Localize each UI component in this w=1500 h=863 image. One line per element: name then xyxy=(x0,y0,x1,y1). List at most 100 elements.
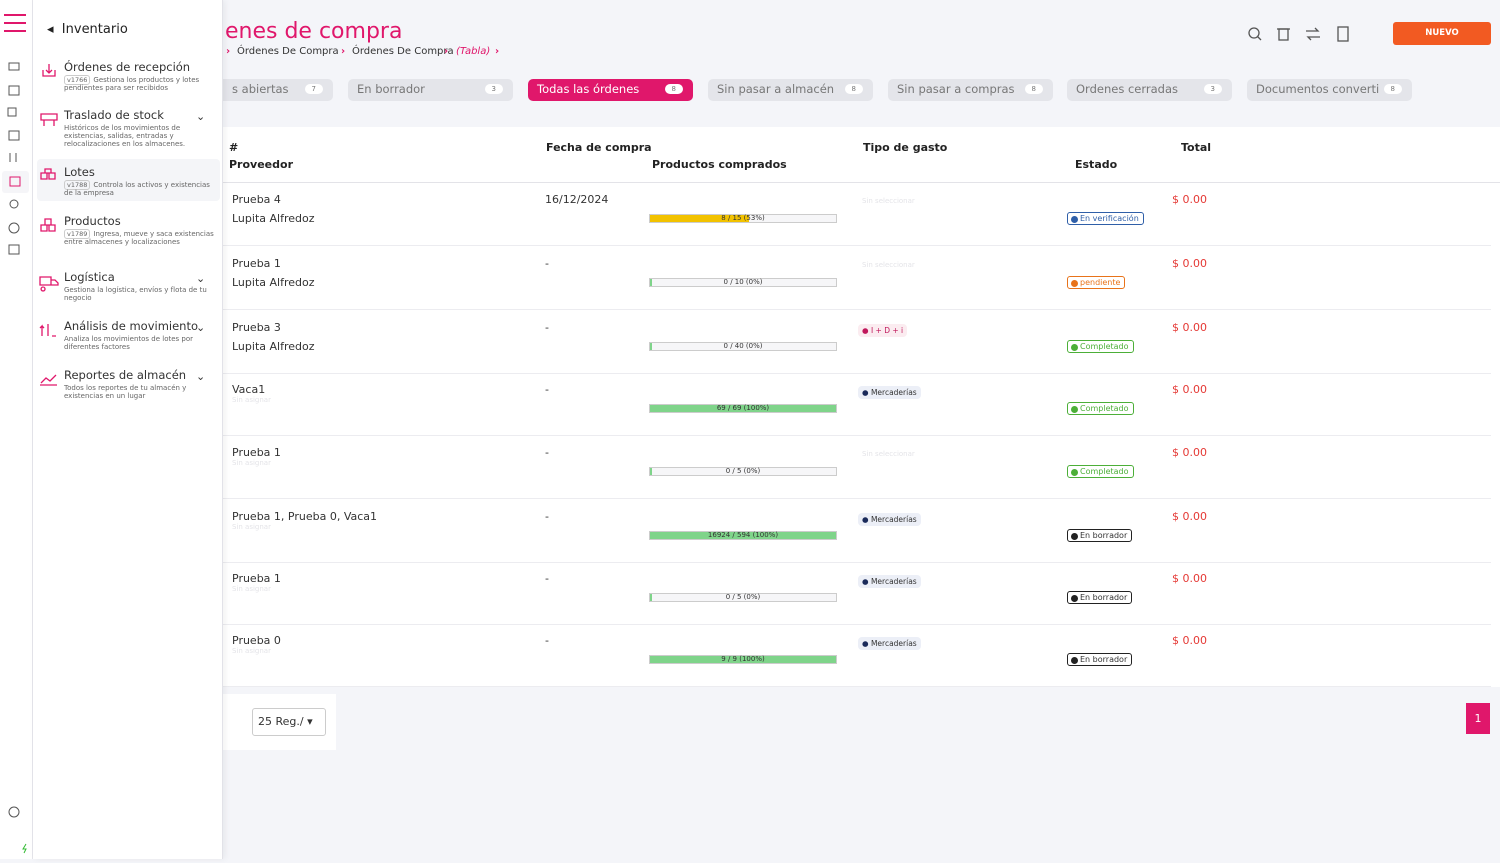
filter-tab[interactable]: Ordenes cerradas 3 xyxy=(1067,79,1232,101)
expense-text: Mercaderías xyxy=(870,515,917,524)
progress-label: 0 / 10 (0%) xyxy=(723,278,763,286)
version-badge: v1788 xyxy=(64,180,91,190)
filter-tab[interactable]: Sin pasar a compras 8 xyxy=(888,79,1053,101)
expand-chevron[interactable]: ⌄ xyxy=(196,110,206,123)
tab-count: 8 xyxy=(1024,84,1043,94)
row-name[interactable]: Prueba 0 xyxy=(232,634,281,647)
item-description: Históricos de los movimientos de existen… xyxy=(64,124,216,148)
row-total: $ 0.00 xyxy=(1172,257,1207,270)
filter-tab[interactable]: Todas las órdenes 8 xyxy=(528,79,693,101)
row-date: - xyxy=(545,383,549,396)
status-dot xyxy=(1071,595,1078,602)
row-divider xyxy=(223,498,1491,499)
row-divider xyxy=(223,435,1491,436)
progress-label: 16924 / 594 (100%) xyxy=(707,531,779,539)
expense-empty: Sin seleccionar xyxy=(862,261,915,269)
breadcrumb-sep: › xyxy=(495,46,500,57)
status-badge: En borrador xyxy=(1067,529,1133,542)
drawer-header[interactable]: ◂ Inventario xyxy=(47,22,128,37)
expand-chevron[interactable]: ⌄ xyxy=(196,321,206,334)
row-date: - xyxy=(545,510,549,523)
row-name[interactable]: Vaca1 xyxy=(232,383,266,396)
tab-label: En borrador xyxy=(357,82,425,96)
progress-label: 9 / 9 (100%) xyxy=(721,655,765,663)
progress-bar xyxy=(649,467,837,476)
row-date: - xyxy=(545,446,549,459)
progress-fill xyxy=(650,656,836,663)
row-name[interactable]: Prueba 1 xyxy=(232,257,281,270)
column-header: Estado xyxy=(1075,158,1118,171)
per-page-select[interactable]: 25 Reg./ ▾ xyxy=(252,708,326,736)
row-divider xyxy=(223,245,1491,246)
expense-pill: ● Mercaderías xyxy=(858,575,921,588)
filter-tab[interactable]: Sin pasar a almacén 8 xyxy=(708,79,873,101)
item-title[interactable]: Órdenes de recepción xyxy=(64,60,191,74)
per-page: 25 Reg./ xyxy=(258,715,304,728)
status-dot xyxy=(1071,344,1078,351)
tab-count: 8 xyxy=(1383,84,1402,94)
status-badge: Completado xyxy=(1067,340,1134,353)
item-title[interactable]: Lotes xyxy=(64,165,95,179)
item-title[interactable]: Reportes de almacén xyxy=(64,368,187,382)
description-text: Históricos de los movimientos de existen… xyxy=(64,124,186,148)
row-date: 16/12/2024 xyxy=(545,193,609,206)
progress-bar xyxy=(649,214,837,223)
tab-label: Sin pasar a compras xyxy=(897,82,1015,96)
status-badge: En borrador xyxy=(1067,591,1133,604)
breadcrumb-item[interactable]: Órdenes De Compra xyxy=(352,46,454,57)
row-name[interactable]: Prueba 3 xyxy=(232,321,281,334)
item-title[interactable]: Logística xyxy=(64,270,115,284)
item-title[interactable]: Análisis de movimiento xyxy=(64,319,199,333)
expense-empty: Sin seleccionar xyxy=(862,450,915,458)
status-badge: Completado xyxy=(1067,402,1134,415)
row-provider: Sin asignar xyxy=(232,396,271,404)
expand-chevron[interactable]: ⌄ xyxy=(196,370,206,383)
expense-pill: ● Mercaderías xyxy=(858,386,921,399)
progress-fill xyxy=(650,405,836,412)
item-description: v1766 Gestiona los productos y lotes pend… xyxy=(64,75,216,92)
item-title[interactable]: Traslado de stock xyxy=(64,108,164,122)
row-divider xyxy=(223,624,1491,625)
row-name[interactable]: Prueba 1 xyxy=(232,572,281,585)
page-button[interactable]: 1 xyxy=(1466,703,1490,734)
header-divider xyxy=(223,182,1500,183)
item-description: Gestiona la logística, envíos y flota de… xyxy=(64,286,216,302)
row-date: - xyxy=(545,572,549,585)
breadcrumb-item[interactable]: Órdenes De Compra xyxy=(237,46,339,57)
status-badge: pendiente xyxy=(1067,276,1126,289)
row-name[interactable]: Prueba 4 xyxy=(232,193,281,206)
row-total: $ 0.00 xyxy=(1172,321,1207,334)
item-icon xyxy=(39,276,59,292)
item-icon xyxy=(40,218,56,232)
column-header: Productos comprados xyxy=(652,158,787,171)
expand-chevron[interactable]: ⌄ xyxy=(196,272,206,285)
progress-label: 0 / 5 (0%) xyxy=(725,593,761,601)
breadcrumb-sep: › xyxy=(444,46,449,57)
row-date: - xyxy=(545,257,549,270)
row-total: $ 0.00 xyxy=(1172,510,1207,523)
column-header: Proveedor xyxy=(229,158,293,171)
progress-fill xyxy=(650,343,652,350)
progress-bar xyxy=(649,593,837,602)
item-icon xyxy=(39,324,56,337)
status-badge: Completado xyxy=(1067,465,1134,478)
description-text: Analiza los movimientos de lotes por dif… xyxy=(64,335,194,351)
progress-bar xyxy=(649,278,837,287)
column-header: Total xyxy=(1181,141,1212,154)
item-title[interactable]: Productos xyxy=(64,214,121,228)
row-name[interactable]: Prueba 1 xyxy=(232,446,281,459)
row-total: $ 0.00 xyxy=(1172,572,1207,585)
filter-tab[interactable]: s abiertas 7 xyxy=(223,79,333,101)
icon-rail xyxy=(0,0,33,859)
page-title: enes de compra xyxy=(225,19,403,44)
tab-label: Sin pasar a almacén xyxy=(717,82,835,96)
version-badge: v1789 xyxy=(64,229,91,239)
new-button[interactable]: NUEVO xyxy=(1393,22,1491,45)
description-text: Gestiona la logística, envíos y flota de… xyxy=(64,286,207,302)
filter-tab[interactable]: En borrador 3 xyxy=(348,79,513,101)
item-description: Todos los reportes de tu almacén y exist… xyxy=(64,384,216,400)
column-header: Tipo de gasto xyxy=(863,141,948,154)
row-name[interactable]: Prueba 1, Prueba 0, Vaca1 xyxy=(232,510,378,523)
filter-tab[interactable]: Documentos converti 8 xyxy=(1247,79,1412,101)
